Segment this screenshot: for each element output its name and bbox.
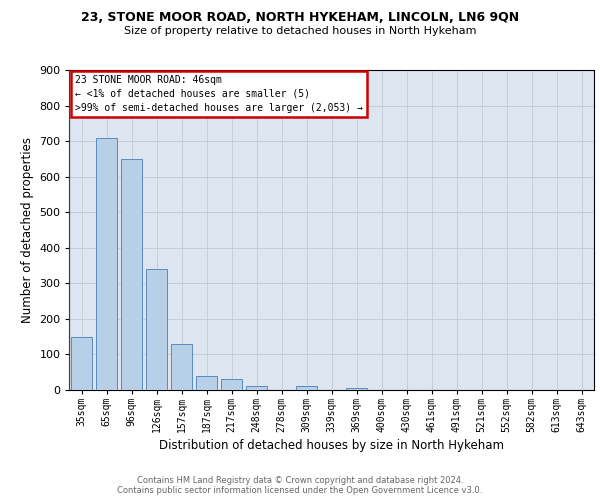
Y-axis label: Number of detached properties: Number of detached properties — [21, 137, 34, 323]
Text: 23, STONE MOOR ROAD, NORTH HYKEHAM, LINCOLN, LN6 9QN: 23, STONE MOOR ROAD, NORTH HYKEHAM, LINC… — [81, 11, 519, 24]
Bar — [146, 269, 167, 390]
Bar — [296, 386, 317, 390]
Text: Contains HM Land Registry data © Crown copyright and database right 2024.: Contains HM Land Registry data © Crown c… — [137, 476, 463, 485]
Bar — [221, 380, 242, 390]
Text: Contains public sector information licensed under the Open Government Licence v3: Contains public sector information licen… — [118, 486, 482, 495]
Bar — [121, 159, 142, 390]
Bar — [71, 336, 92, 390]
Text: 23 STONE MOOR ROAD: 46sqm
← <1% of detached houses are smaller (5)
>99% of semi-: 23 STONE MOOR ROAD: 46sqm ← <1% of detac… — [76, 75, 363, 113]
Text: Size of property relative to detached houses in North Hykeham: Size of property relative to detached ho… — [124, 26, 476, 36]
Bar — [171, 344, 192, 390]
X-axis label: Distribution of detached houses by size in North Hykeham: Distribution of detached houses by size … — [159, 439, 504, 452]
Bar — [246, 386, 267, 390]
Bar — [196, 376, 217, 390]
Bar — [96, 138, 117, 390]
Bar — [346, 388, 367, 390]
